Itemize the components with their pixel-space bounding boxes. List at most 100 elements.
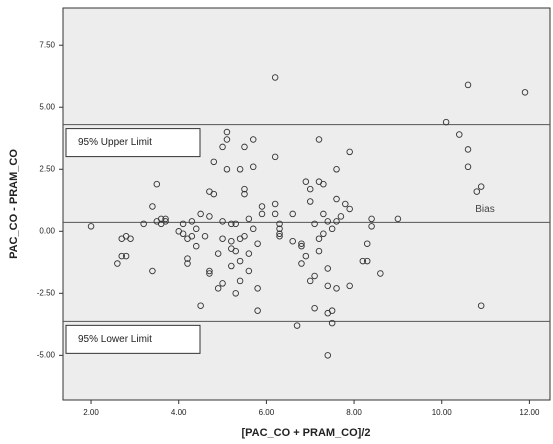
point (477, 302, 485, 309)
y-axis-label: PAC_CO - PRAM_CO (8, 149, 20, 259)
point (254, 285, 261, 292)
point (298, 242, 305, 250)
point (456, 131, 463, 138)
point (320, 210, 327, 218)
reference-label: 95% Upper Limit (78, 137, 152, 148)
point (311, 220, 318, 228)
point (249, 163, 257, 171)
point (245, 215, 253, 223)
point (302, 178, 310, 185)
point (228, 262, 235, 270)
point (193, 242, 200, 250)
point (324, 282, 332, 290)
point (241, 143, 248, 151)
point (241, 233, 248, 240)
point (193, 225, 200, 233)
point (149, 203, 156, 210)
point (206, 213, 213, 220)
point (197, 210, 204, 218)
point (276, 225, 283, 233)
point (377, 270, 384, 277)
point (188, 233, 196, 240)
point (333, 218, 340, 225)
point (368, 223, 375, 230)
point (179, 230, 187, 238)
point (149, 267, 156, 275)
point (179, 220, 187, 228)
reference-label-box (65, 324, 201, 354)
point (241, 190, 248, 198)
x-tick-label: 10.00 (432, 408, 453, 417)
point (254, 240, 261, 247)
point (306, 198, 314, 205)
point (241, 185, 248, 193)
point (333, 166, 340, 173)
point (315, 247, 323, 255)
point (298, 260, 305, 267)
reference-label: Bias (475, 204, 494, 215)
y-tick-label: 0.00 (39, 226, 55, 235)
point (232, 247, 239, 255)
point (337, 213, 345, 220)
point (442, 118, 450, 126)
point (346, 148, 353, 156)
point (140, 220, 147, 228)
point (324, 265, 332, 272)
point (363, 257, 371, 265)
point (219, 143, 226, 151)
point (346, 205, 353, 213)
point (342, 200, 349, 208)
x-tick-label: 12.00 (519, 408, 540, 417)
y-tick-label: -5.00 (37, 350, 56, 359)
point (271, 153, 279, 161)
point (162, 218, 169, 225)
x-tick-label: 6.00 (259, 408, 275, 417)
point (245, 250, 253, 257)
point (232, 290, 239, 297)
point (359, 257, 367, 265)
x-tick-label: 4.00 (171, 408, 187, 417)
point (333, 195, 340, 203)
point (328, 225, 336, 233)
point (258, 210, 266, 218)
point (236, 166, 244, 173)
point (210, 158, 218, 166)
y-tick-label: -2.50 (37, 288, 56, 297)
point (328, 307, 336, 314)
point (464, 146, 472, 153)
point (249, 136, 257, 143)
point (311, 272, 318, 280)
point (201, 233, 209, 240)
point (271, 200, 279, 208)
point (219, 235, 226, 242)
point (184, 255, 191, 262)
point (271, 74, 279, 81)
point (464, 163, 472, 171)
point (306, 277, 314, 285)
point (276, 230, 283, 238)
point (206, 267, 213, 275)
point (214, 285, 222, 292)
x-axis-label: [PAC_CO + PRAM_CO]/2 (241, 427, 370, 439)
point (477, 183, 485, 190)
point (219, 218, 226, 225)
point (219, 280, 226, 287)
point (271, 210, 279, 218)
point (210, 190, 218, 198)
point (122, 252, 130, 260)
point (188, 218, 196, 225)
point (315, 136, 323, 143)
point (289, 210, 296, 218)
point (320, 180, 327, 188)
reference-label: 95% Lower Limit (78, 334, 152, 345)
point (228, 237, 235, 245)
x-tick-label: 2.00 (83, 408, 99, 417)
point (276, 233, 283, 240)
point (293, 322, 301, 329)
point (249, 225, 257, 233)
point (346, 282, 353, 290)
point (228, 220, 235, 228)
point (153, 180, 161, 188)
point (87, 223, 95, 230)
